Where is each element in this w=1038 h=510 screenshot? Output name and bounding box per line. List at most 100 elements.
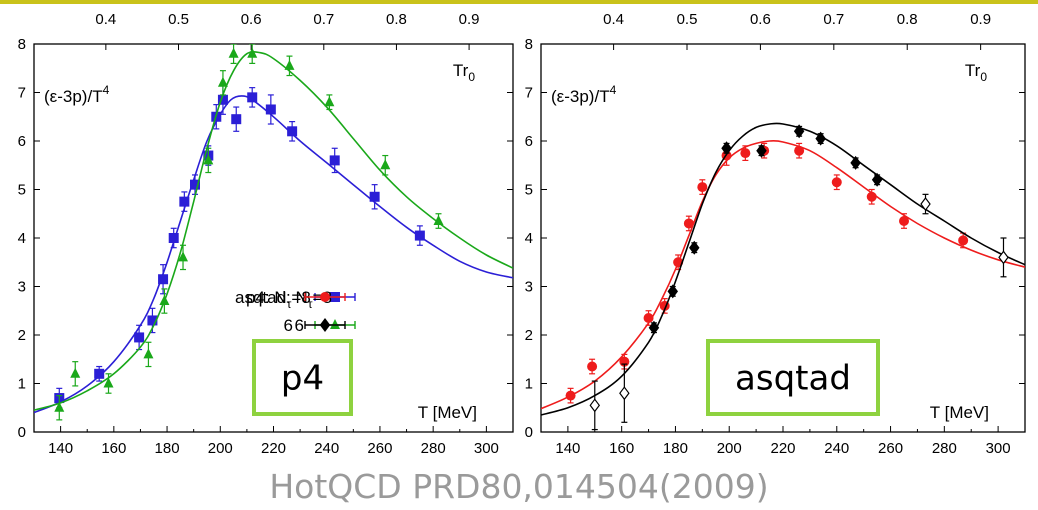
x-tick-label: 300 (474, 440, 499, 457)
panel-p4: 140 160 180 200 220 240 260 280 300 0 1 2 3 4 5 6 7 8 0.4 0… (18, 11, 514, 457)
data-point (697, 182, 708, 193)
data-point (189, 179, 200, 190)
data-point-open (998, 250, 1009, 265)
y-tick-label: 1 (18, 376, 26, 393)
y-tick-label: 7 (18, 85, 26, 102)
x-tick-label: 160 (101, 440, 126, 457)
legend-marker (320, 292, 330, 302)
fit-curve (34, 50, 513, 411)
data-point (70, 367, 81, 378)
x-tick-label: 300 (986, 440, 1011, 457)
y-tick-label: 3 (18, 279, 26, 296)
x-tick-label: 220 (770, 440, 795, 457)
top-tick-label: 0.7 (823, 11, 844, 28)
top-tick-label: 0.6 (241, 11, 262, 28)
legend-label: 6 (284, 316, 293, 335)
legend-entry: asqtad: Nτ=8 (235, 288, 346, 311)
data-point (414, 230, 425, 241)
data-point-open (589, 398, 601, 413)
data-point (899, 216, 909, 227)
data-point (565, 390, 576, 401)
data-point (54, 401, 65, 412)
top-tick-label: 0.9 (970, 11, 991, 28)
data-point (247, 92, 258, 103)
data-point (284, 59, 295, 70)
legend-entry: 6 (284, 316, 346, 335)
data-point (179, 196, 190, 207)
legend-label: p4: Nτ=8 (246, 288, 311, 311)
x-tick-label: 240 (824, 440, 849, 457)
data-point (94, 368, 105, 379)
legend-label-sub: τ (287, 297, 292, 311)
top-axis-label: Tr0 (453, 61, 475, 84)
data-point (831, 177, 842, 188)
series-asqtad-0 (541, 140, 1025, 410)
data-point (871, 172, 883, 187)
badge-label-asqtad: asqtad (735, 359, 851, 399)
data-point (740, 148, 751, 159)
data-point (143, 348, 154, 359)
citation-text: HotQCD PRD80,014504(2009) (269, 467, 768, 505)
x-tick-label: 220 (261, 440, 286, 457)
top-axis-label: Tr0 (965, 61, 987, 84)
data-point (147, 315, 158, 326)
top-tick-label: 0.5 (168, 11, 189, 28)
legend-marker (330, 319, 340, 329)
data-point (158, 274, 169, 285)
data-point (217, 94, 228, 105)
data-point (324, 96, 335, 107)
data-point (866, 191, 877, 202)
data-point (433, 215, 444, 226)
y-axis-label: (ε-3p)/T4 (551, 83, 617, 106)
y-tick-label: 5 (525, 182, 533, 199)
data-point (850, 155, 861, 170)
x-tick-label: 200 (717, 440, 742, 457)
legend-label: asqtad: Nτ=8 (235, 288, 332, 311)
x-tick-label: 280 (421, 440, 446, 457)
series-p4-1 (34, 44, 513, 421)
legend-label-sub: τ (308, 297, 313, 311)
y-tick-label: 6 (18, 133, 26, 150)
x-tick-label: 260 (878, 440, 903, 457)
x-axis-label: T [MeV] (930, 403, 989, 422)
top-tick-label: 0.6 (750, 11, 771, 28)
badge-box-asqtad (706, 339, 880, 416)
data-point (794, 145, 805, 156)
y-tick-label: 3 (525, 279, 533, 296)
data-point (168, 233, 179, 243)
legend-marker (319, 318, 331, 332)
x-tick-label: 260 (367, 440, 392, 457)
data-point (793, 124, 805, 139)
top-axis-label-sub: 0 (980, 70, 987, 84)
data-point (369, 191, 380, 202)
x-tick-label: 140 (48, 440, 73, 457)
top-tick-label: 0.8 (386, 11, 407, 28)
y-axis-label-sup: 4 (103, 83, 110, 97)
data-point (815, 131, 826, 146)
y-tick-label: 0 (525, 424, 533, 441)
data-point (159, 295, 170, 306)
data-point (667, 284, 679, 299)
fit-curve (541, 122, 1025, 416)
y-tick-label: 4 (18, 230, 26, 247)
data-point (178, 251, 189, 262)
top-tick-label: 0.7 (313, 11, 334, 28)
y-tick-label: 2 (525, 327, 533, 344)
data-point-open (920, 197, 931, 212)
x-tick-label: 160 (609, 440, 634, 457)
data-point (329, 155, 340, 166)
x-axis-label: T [MeV] (418, 403, 477, 422)
y-tick-label: 2 (18, 327, 26, 344)
x-tick-label: 180 (663, 440, 688, 457)
data-point (648, 320, 660, 335)
y-tick-label: 1 (525, 376, 533, 393)
plot-area-asqtad (541, 122, 1025, 431)
badge-box-p4 (252, 339, 353, 416)
y-axis-label-sup: 4 (610, 83, 617, 97)
plot-area-p4 (34, 44, 513, 421)
x-tick-label: 180 (155, 440, 180, 457)
data-point (689, 240, 700, 255)
badge-label-p4: p4 (281, 359, 324, 399)
y-axis-label: (ε-3p)/T4 (44, 83, 110, 106)
data-point (228, 47, 239, 58)
